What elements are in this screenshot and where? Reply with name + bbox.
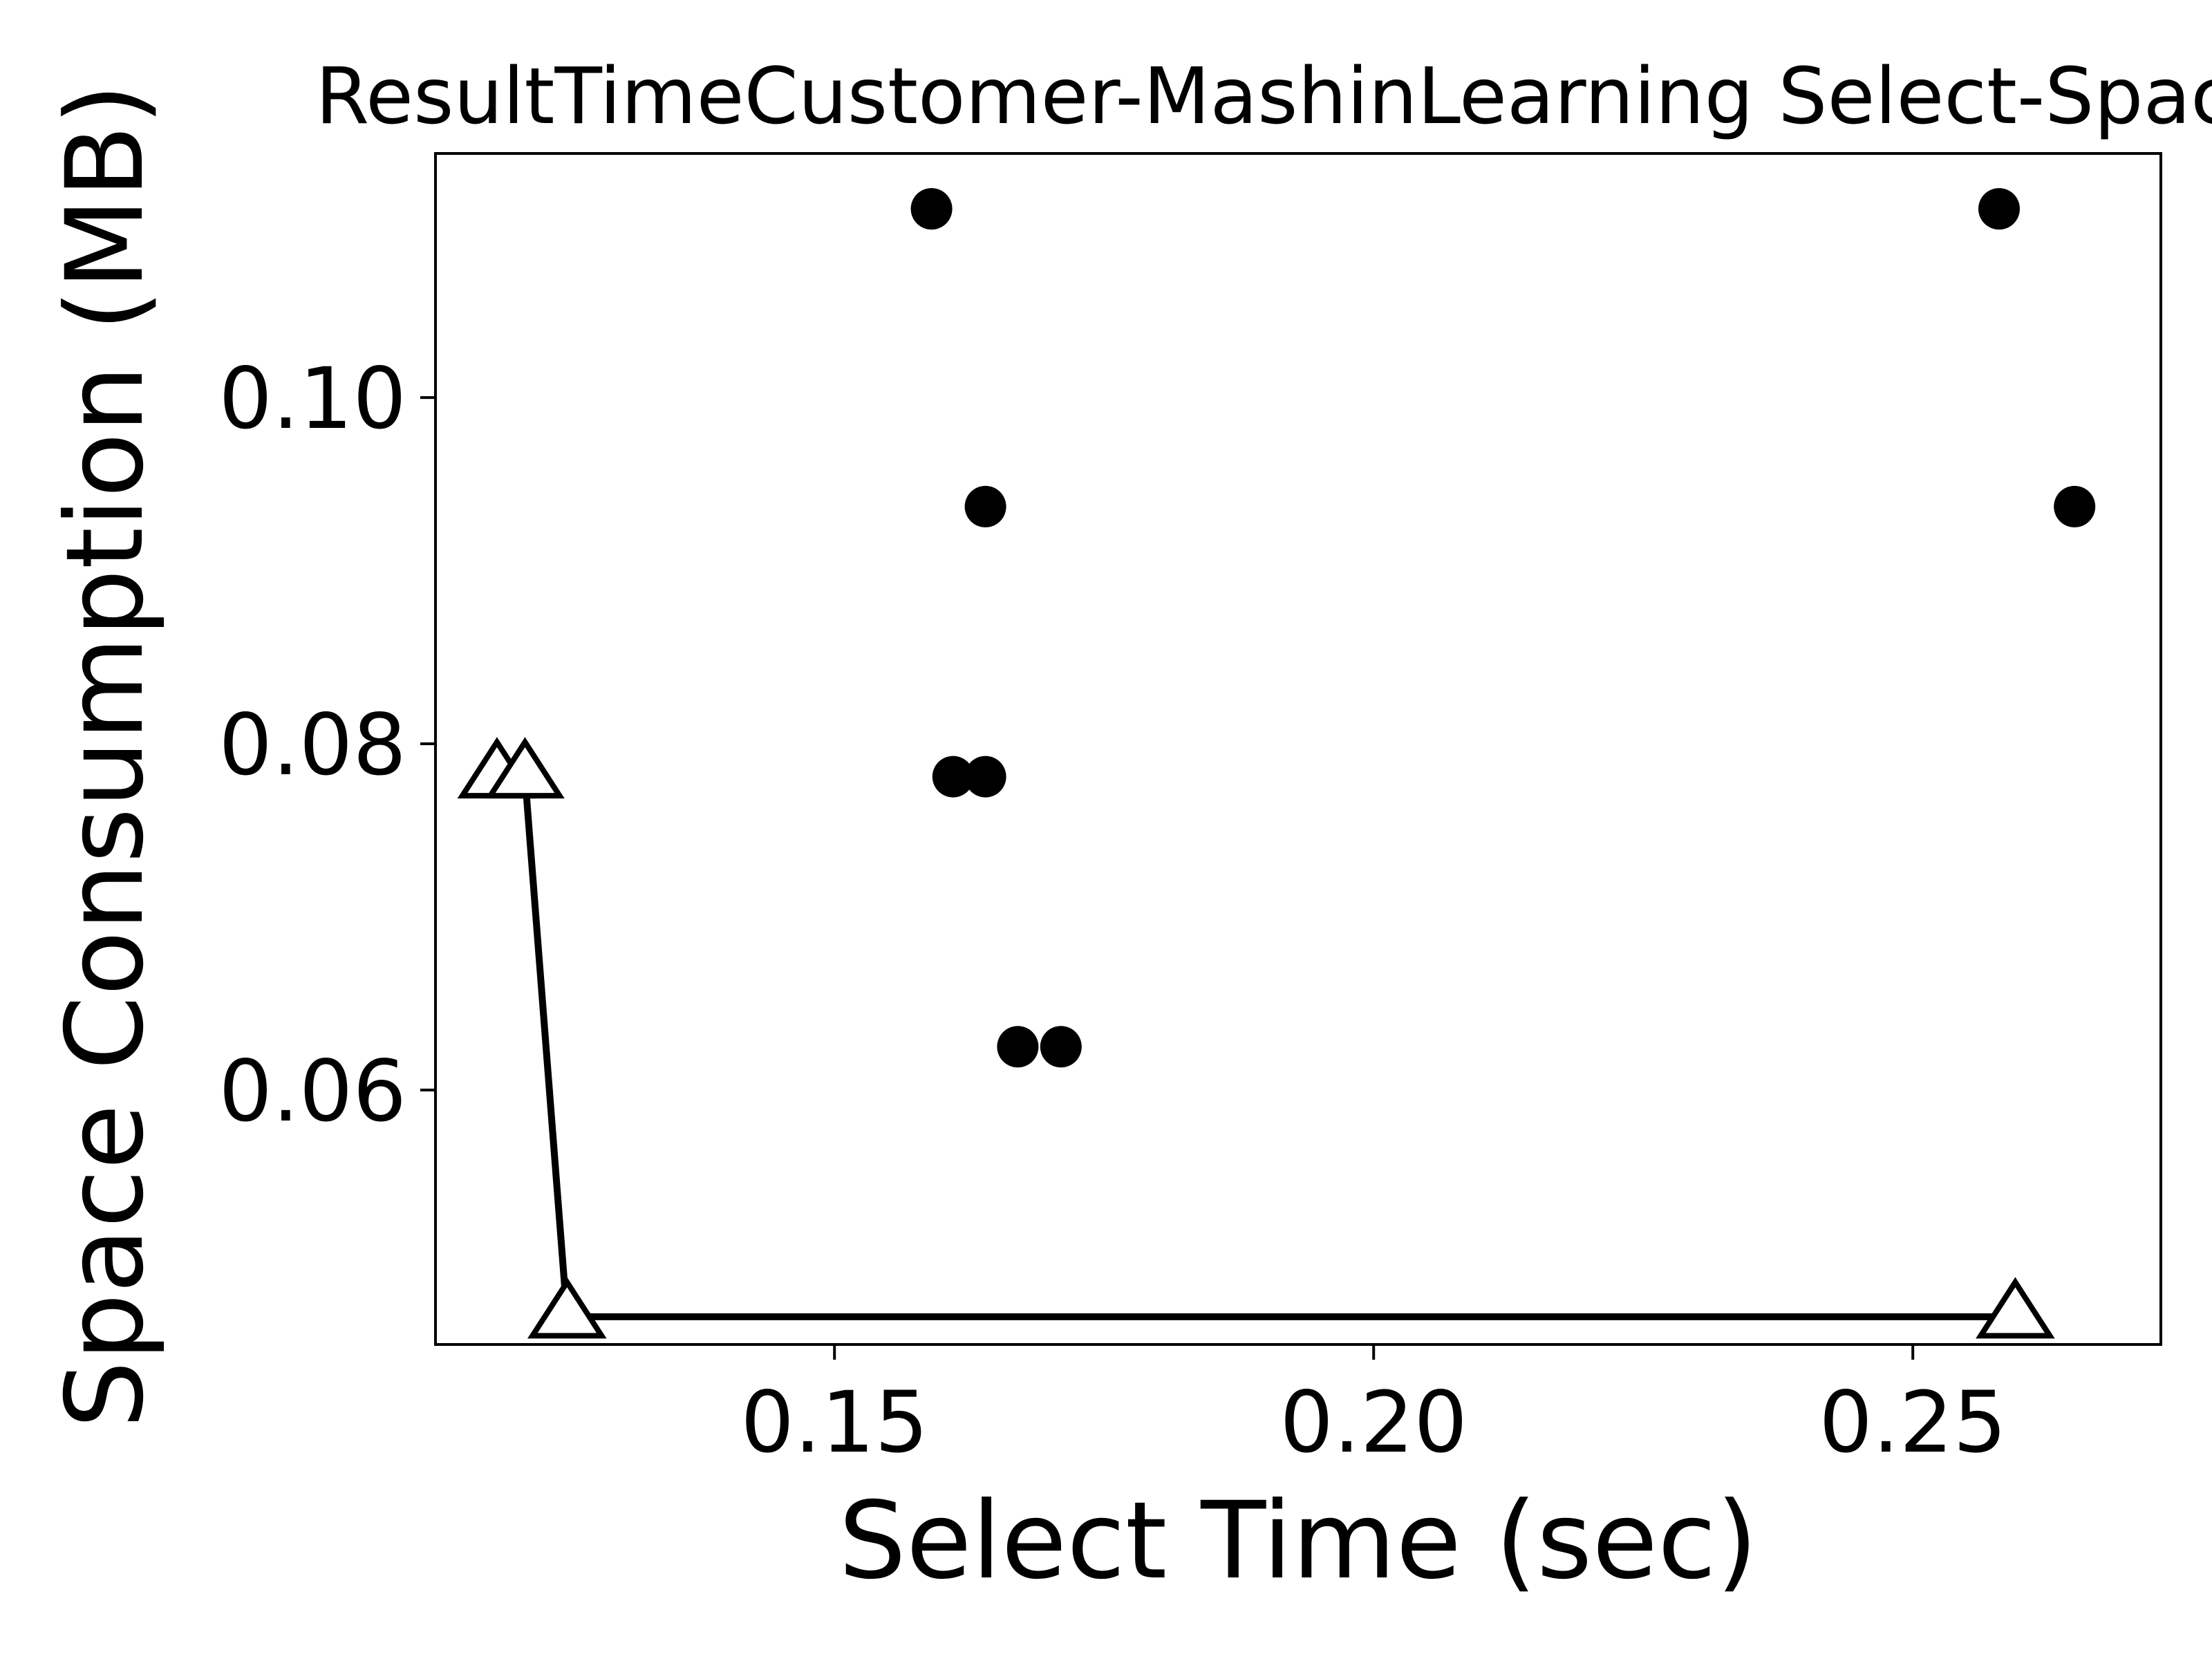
data-point-triangle <box>527 1277 607 1339</box>
data-point-circle <box>997 1026 1039 1068</box>
x-tick-label: 0.20 <box>1280 1374 1468 1472</box>
x-axis-label: Select Time (sec) <box>838 1479 1758 1603</box>
x-tick-label: 0.15 <box>740 1374 928 1472</box>
axis-ticks: 0.15 0.20 0.25 0.06 0.08 0.10 <box>218 350 2007 1472</box>
x-tick-label: 0.25 <box>1819 1374 2007 1472</box>
chart-title: ResultTimeCustomer-MashinLearning Select… <box>315 52 2212 142</box>
y-tick-label: 0.06 <box>218 1042 406 1141</box>
series-line <box>496 773 2016 1320</box>
data-point-circle <box>932 756 974 798</box>
data-point-circle <box>1978 188 2020 230</box>
data-point-triangle <box>1976 1277 2055 1339</box>
data-point-circle <box>1040 1026 1082 1068</box>
data-point-circle <box>910 188 953 230</box>
data-point-triangle <box>485 737 565 799</box>
plot-area-frame <box>434 152 2162 1346</box>
data-marks <box>457 188 2096 1339</box>
y-tick-label: 0.10 <box>218 350 406 448</box>
y-axis-label: Space Consumption (MB) <box>44 84 167 1429</box>
data-point-circle <box>964 485 1006 527</box>
data-point-circle <box>2054 485 2096 527</box>
data-point-circle <box>964 756 1006 798</box>
y-tick-label: 0.08 <box>218 696 406 794</box>
